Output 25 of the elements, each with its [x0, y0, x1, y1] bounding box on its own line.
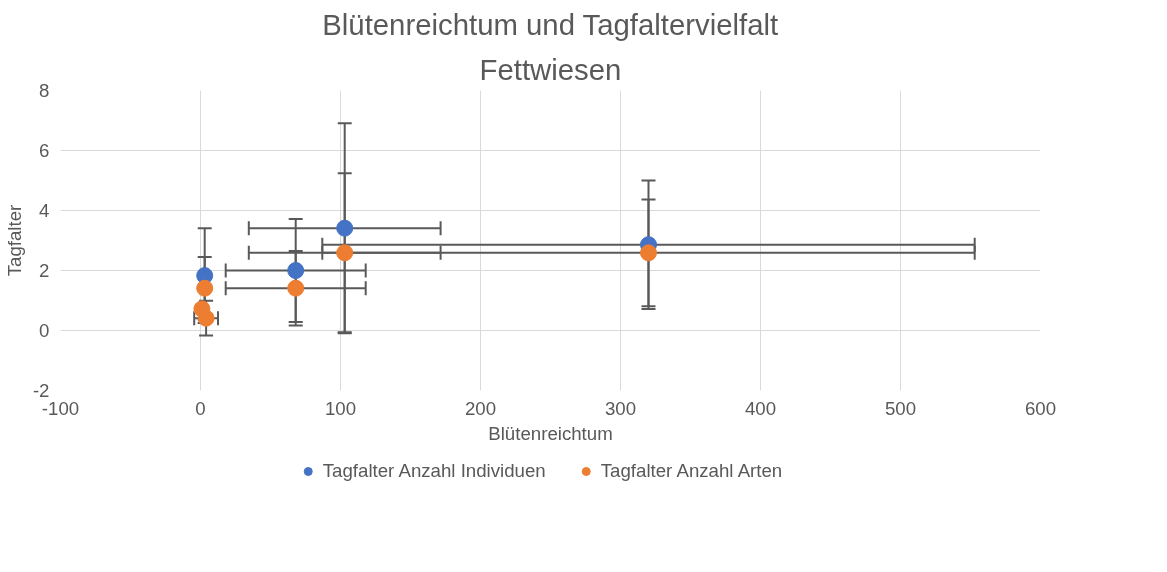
legend-label: Tagfalter Anzahl Individuen — [322, 460, 546, 482]
legend-label: Tagfalter Anzahl Arten — [600, 460, 783, 482]
y-tick-label: 0 — [39, 320, 50, 341]
chart-subtitle: Fettwiesen — [479, 52, 622, 86]
x-axis-title: Blütenreichtum — [488, 422, 613, 444]
point — [640, 244, 657, 262]
y-tick-label: 8 — [39, 80, 50, 101]
chart-title: Blütenreichtum und Tagfaltervielfalt — [322, 7, 779, 41]
y-tick-label: 2 — [39, 260, 50, 281]
y-tick-label: 6 — [39, 140, 50, 161]
x-tick-label: 0 — [195, 397, 206, 419]
point — [287, 279, 305, 297]
x-tick-label: 200 — [464, 397, 497, 419]
point — [336, 244, 354, 262]
x-tick-label: 400 — [744, 397, 777, 419]
y-axis-title: Tagfalter — [3, 204, 25, 277]
point — [196, 279, 214, 297]
x-tick-label: 100 — [324, 397, 357, 419]
x-tick-label: 300 — [604, 397, 637, 419]
point — [197, 309, 215, 327]
x-tick-label: 500 — [884, 397, 917, 419]
point — [336, 219, 354, 237]
point — [287, 262, 305, 279]
x-tick-label: 600 — [1024, 397, 1057, 419]
y-tick-label: 4 — [39, 200, 50, 221]
